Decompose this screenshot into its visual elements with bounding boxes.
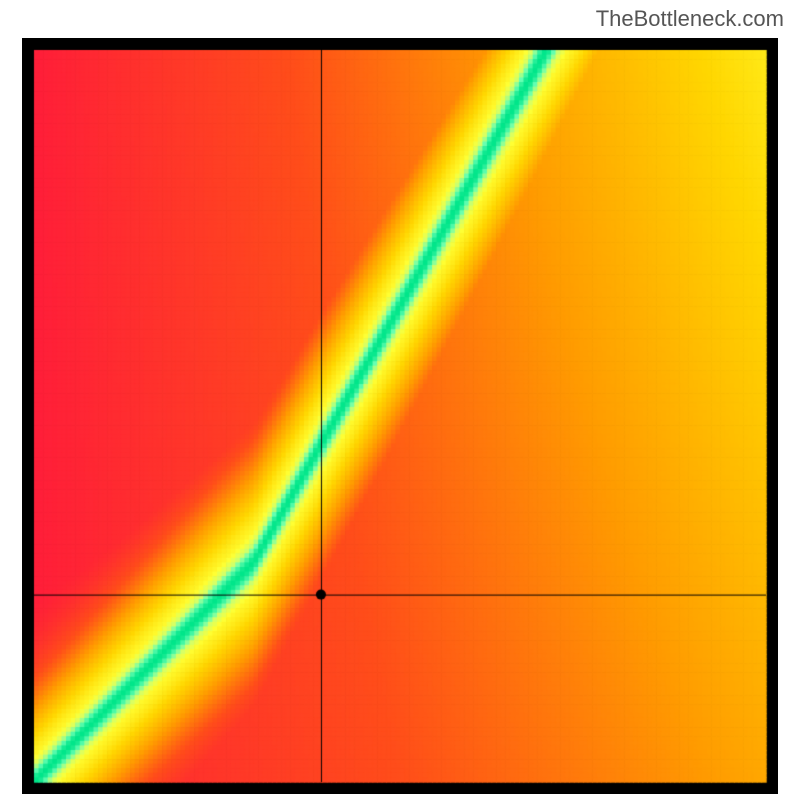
heatmap-canvas	[22, 38, 778, 794]
chart-container: TheBottleneck.com	[0, 0, 800, 800]
heatmap-plot	[22, 38, 778, 794]
watermark-text: TheBottleneck.com	[596, 6, 784, 32]
